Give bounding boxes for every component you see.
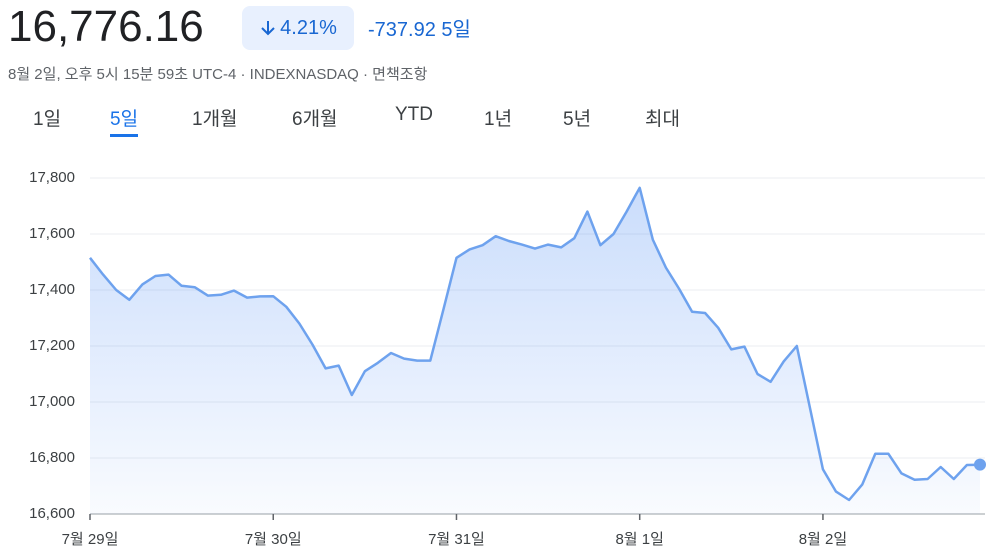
x-tick-label: 8월 1일 [615,531,663,548]
y-tick-label: 17,000 [29,393,75,410]
period: 5일 [441,19,471,41]
x-tick-label: 7월 31일 [428,531,485,548]
line [89,186,981,502]
range-tab[interactable]: 1개월 [192,109,238,130]
subtitle: 8월 2일, 오후 5시 15분 59초 UTC-4 · INDEXNASDAQ… [8,66,428,83]
range-tab[interactable]: 5일 [110,104,139,137]
change-pill: 4.21% [242,6,354,50]
change: -737.92 [368,19,436,41]
y-tick-label: 16,800 [29,449,75,466]
last-point [974,458,986,471]
range-tab[interactable]: 6개월 [292,109,338,130]
range-tabs: 1일 5일 1개월 6개월 YTD 1년 5년 최대 [0,100,760,140]
range-tab[interactable]: 1일 [33,109,62,130]
change-percent: 4.21% [280,16,337,39]
change-value: -737.92 5일 [368,13,471,42]
y-tick-label: 17,200 [29,337,75,354]
y-tick-label: 16,600 [29,505,75,522]
price: 16,776.16 [8,2,204,51]
y-tick-label: 17,400 [29,281,75,298]
x-tick-label: 7월 30일 [245,531,302,548]
x-tick-label: 7월 29일 [62,531,119,548]
range-tab[interactable]: 5년 [563,109,592,130]
x-tick-label: 8월 2일 [799,531,847,548]
range-tab[interactable]: 1년 [484,109,513,130]
down-arrow [261,21,275,36]
y-tick-label: 17,600 [29,225,75,242]
range-tab[interactable]: 최대 [645,109,680,130]
area [90,187,980,515]
range-tab[interactable]: YTD [395,104,433,125]
y-tick-label: 17,800 [29,169,75,186]
